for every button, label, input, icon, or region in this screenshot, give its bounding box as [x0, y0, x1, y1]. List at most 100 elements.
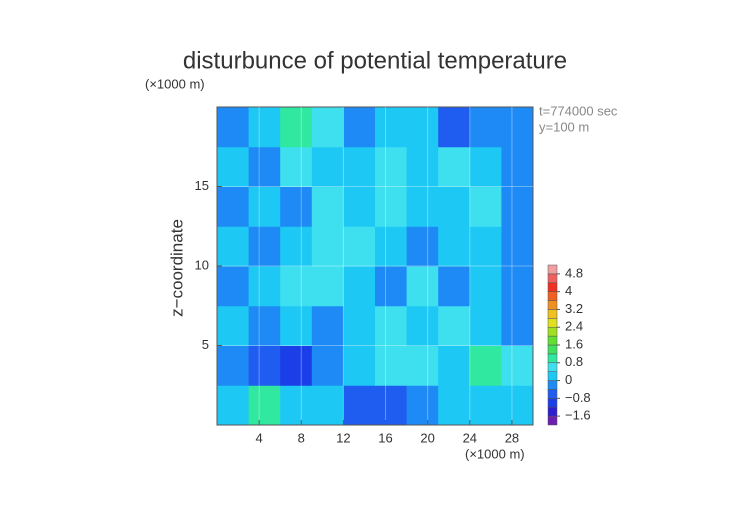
contour-cell	[469, 226, 502, 267]
x-tick-label: 28	[505, 430, 519, 445]
colorbar-box	[547, 282, 558, 292]
contour-cell	[217, 385, 250, 426]
colorbar-box	[547, 273, 558, 284]
contour-cell	[406, 146, 439, 187]
colorbar-box	[547, 318, 558, 328]
colorbar-label: −0.8	[565, 390, 591, 405]
contour-cell	[438, 186, 471, 227]
contour-cell	[217, 146, 250, 187]
contour-cell	[406, 226, 439, 267]
contour-cell	[217, 305, 250, 346]
contour-cell	[406, 186, 439, 227]
x-tick-label: 8	[298, 430, 305, 445]
contour-cell	[311, 385, 344, 426]
contour-cell	[438, 385, 471, 426]
contour-cell	[375, 226, 408, 267]
contour-cell	[248, 146, 281, 187]
contour-cell	[438, 266, 471, 307]
contour-cell	[311, 305, 344, 346]
contour-cell	[217, 345, 250, 386]
contour-cell	[248, 266, 281, 307]
contour-cell	[501, 266, 534, 307]
contour-cell	[469, 305, 502, 346]
x-tick-label: 12	[336, 430, 350, 445]
colorbar-label: 4	[565, 283, 572, 298]
colorbar-box	[547, 406, 558, 417]
colorbar-label: 0.8	[565, 354, 583, 369]
colorbar-box	[547, 300, 558, 310]
contour-cell	[217, 226, 250, 267]
contour-cell	[438, 305, 471, 346]
contour-cell	[469, 107, 502, 148]
annotation: t=774000 sec	[539, 103, 618, 118]
contour-cell	[311, 226, 344, 267]
contour-cell	[406, 107, 439, 148]
contour-cell	[248, 186, 281, 227]
colorbar-box	[547, 415, 558, 426]
colorbar-label: −1.6	[565, 408, 591, 423]
y-tick-label: 15	[195, 178, 209, 193]
contour-cell	[248, 107, 281, 148]
contour-cell	[406, 266, 439, 307]
contour-cell	[311, 266, 344, 307]
y-unit: (×1000 m)	[145, 76, 205, 91]
colorbar-box	[547, 291, 558, 301]
contour-cell	[501, 385, 534, 426]
annotation: y=100 m	[539, 119, 589, 134]
contour-cell	[406, 385, 439, 426]
colorbar-label: 2.4	[565, 319, 583, 334]
colorbar-box	[547, 398, 558, 408]
y-tick-label: 10	[195, 257, 209, 272]
contour-cell	[406, 345, 439, 386]
contour-cell	[248, 345, 281, 386]
y-axis-label: z−coordinate	[167, 219, 186, 317]
contour-cell	[280, 385, 313, 426]
contour-cell	[343, 305, 376, 346]
contour-cell	[343, 226, 376, 267]
chart-title: disturbunce of potential temperature	[183, 47, 567, 74]
contour-cell	[469, 146, 502, 187]
contour-cell	[343, 146, 376, 187]
contour-cell	[343, 186, 376, 227]
contour-cell	[501, 305, 534, 346]
contour-cell	[343, 345, 376, 386]
colorbar-box	[547, 326, 558, 337]
contour-cell	[248, 305, 281, 346]
contour-cell	[280, 345, 313, 386]
contour-cell	[280, 107, 313, 148]
contour-cell	[343, 107, 376, 148]
colorbar-box	[547, 380, 558, 390]
contour-cell	[343, 266, 376, 307]
contour-cell	[469, 345, 502, 386]
colorbar-box	[547, 335, 558, 346]
y-tick-label: 5	[202, 337, 209, 352]
contour-cell	[343, 385, 376, 426]
contour-cell	[375, 305, 408, 346]
contour-cell	[311, 186, 344, 227]
contour-cell	[375, 266, 408, 307]
contour-cell	[311, 107, 344, 148]
contour-cell	[248, 226, 281, 267]
contour-cell	[438, 107, 471, 148]
contour-cell	[280, 146, 313, 187]
contour-cell	[280, 305, 313, 346]
contour-cell	[469, 266, 502, 307]
colorbar-box	[547, 371, 558, 381]
colorbar-box	[547, 353, 558, 364]
colorbar-box	[547, 344, 558, 355]
colorbar-label: 4.8	[565, 265, 583, 280]
contour-cell	[217, 266, 250, 307]
contour-cell	[438, 146, 471, 187]
colorbar-box	[547, 309, 558, 319]
contour-cell	[501, 146, 534, 187]
contour-cell	[406, 305, 439, 346]
contour-cell	[311, 345, 344, 386]
contour-cell	[438, 226, 471, 267]
contour-cell	[438, 345, 471, 386]
contour-cell	[248, 385, 281, 426]
contour-cell	[501, 345, 534, 386]
contour-cell	[501, 107, 534, 148]
colorbar-label: 0	[565, 372, 572, 387]
contour-cell	[375, 385, 408, 426]
